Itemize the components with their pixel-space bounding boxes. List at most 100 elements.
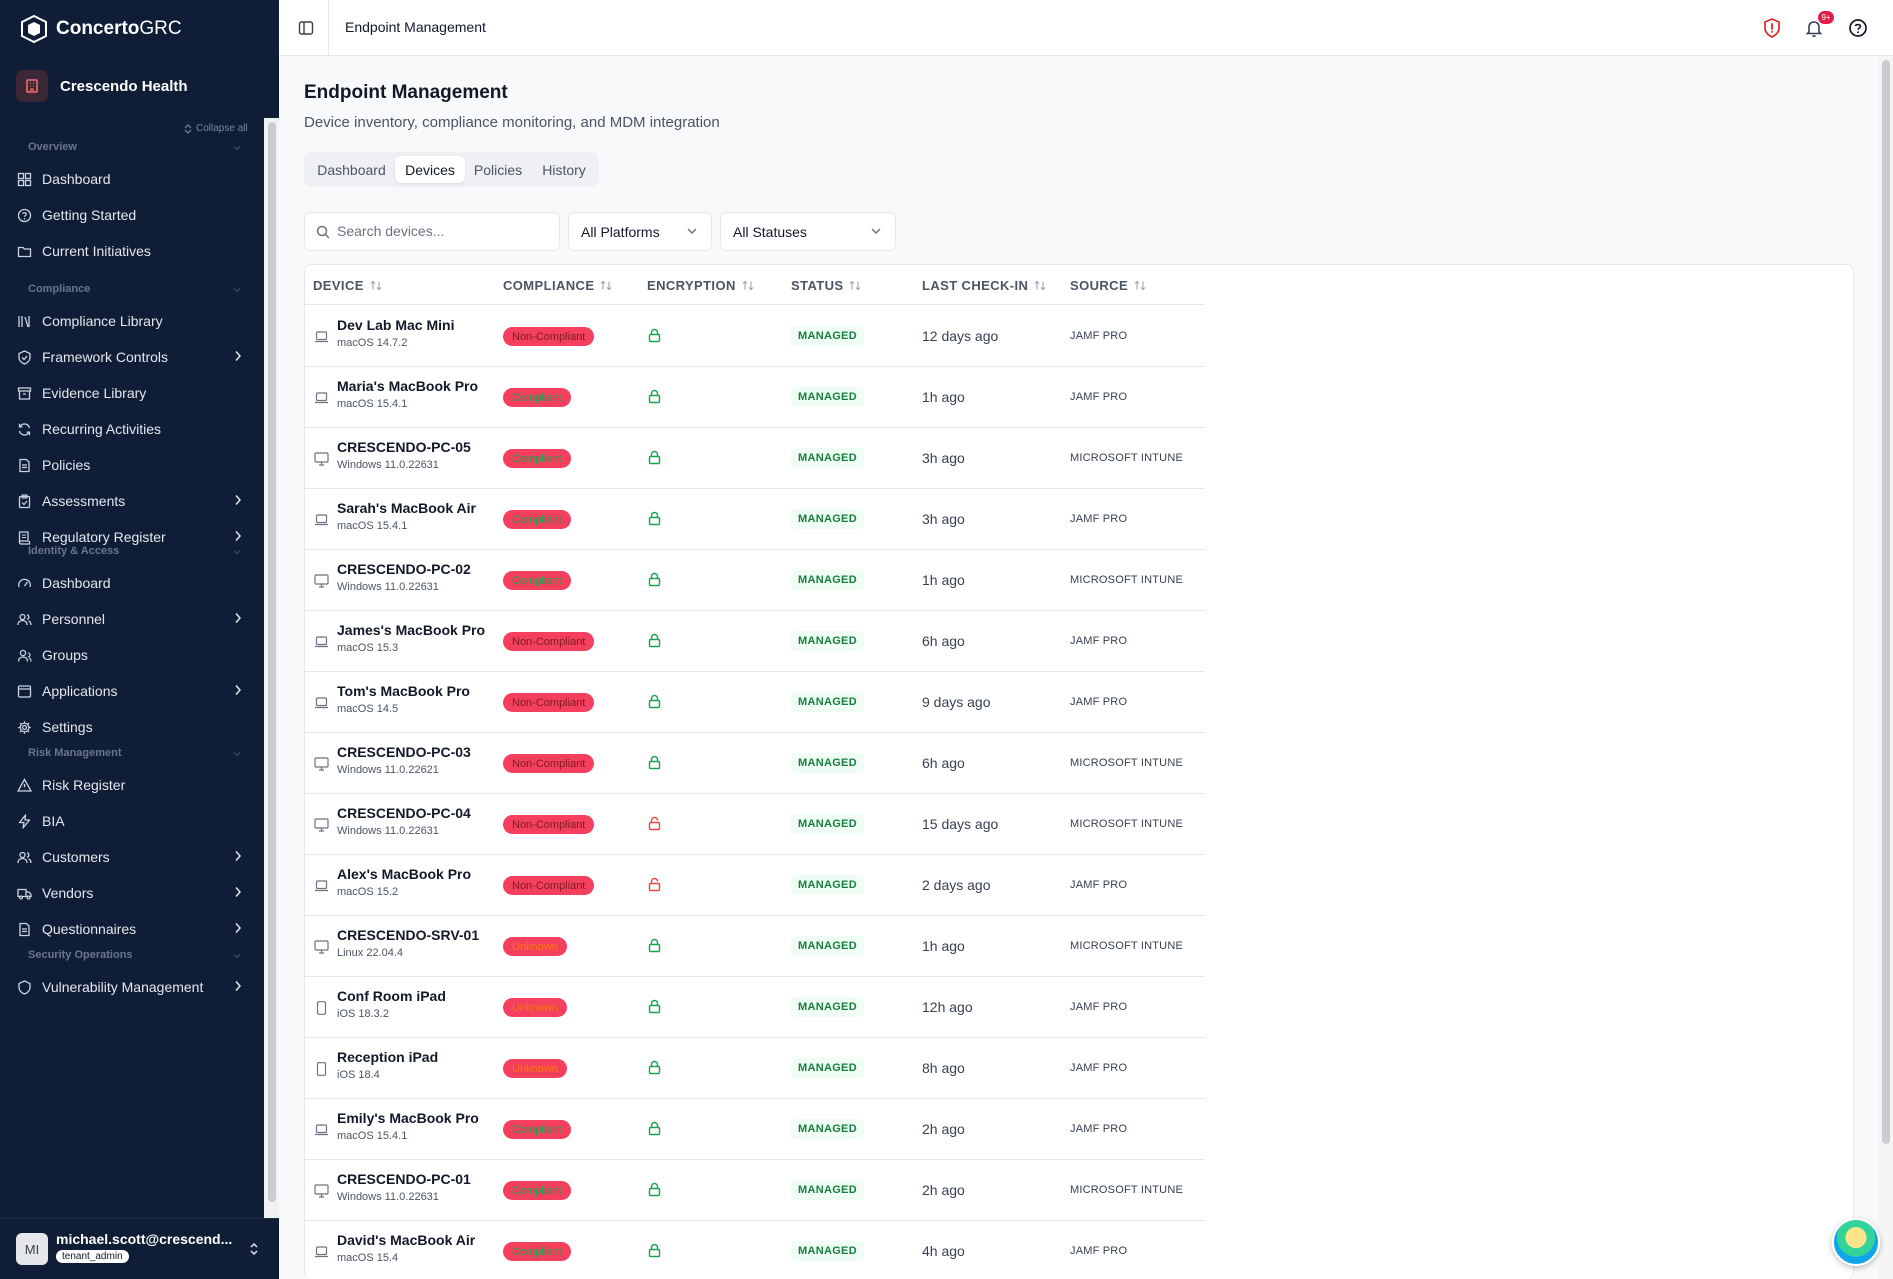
chevron-down-icon[interactable] xyxy=(232,951,242,961)
sidebar-item-recurring-activities[interactable]: Recurring Activities xyxy=(16,414,248,444)
sidebar-item-customers[interactable]: Customers xyxy=(16,842,248,872)
sort-arrows-icon xyxy=(1134,280,1146,291)
sidebar-section-compliance[interactable]: Compliance xyxy=(28,283,91,295)
platform-select[interactable]: All Platforms xyxy=(568,212,712,251)
status-badge: MANAGED xyxy=(791,692,864,712)
sidebar-item-compliance-library[interactable]: Compliance Library xyxy=(16,306,248,336)
collapse-all-button[interactable]: Collapse all xyxy=(184,123,248,134)
chevron-down-icon[interactable] xyxy=(232,143,242,153)
column-header-encryption[interactable]: ENCRYPTION xyxy=(647,278,754,293)
device-name[interactable]: David's MacBook Air xyxy=(337,1232,476,1248)
concerto-logo-icon xyxy=(21,14,47,44)
org-switcher[interactable]: Crescendo Health xyxy=(16,70,188,102)
sidebar-item-framework-controls[interactable]: Framework Controls xyxy=(16,342,248,372)
device-name[interactable]: CRESCENDO-PC-05 xyxy=(337,439,471,455)
device-name[interactable]: Tom's MacBook Pro xyxy=(337,683,470,699)
main-scrollbar-thumb[interactable] xyxy=(1882,60,1890,1144)
sidebar-toggle-icon[interactable] xyxy=(298,20,314,36)
search-input[interactable] xyxy=(337,223,547,239)
device-name[interactable]: Reception iPad xyxy=(337,1049,439,1065)
tab-policies[interactable]: Policies xyxy=(473,161,523,178)
sidebar-item-personnel[interactable]: Personnel xyxy=(16,604,248,634)
help-circle-icon[interactable] xyxy=(1848,18,1868,38)
sidebar-item-evidence-library[interactable]: Evidence Library xyxy=(16,378,248,408)
column-header-last-check-in[interactable]: LAST CHECK-IN xyxy=(922,278,1046,293)
status-select[interactable]: All Statuses xyxy=(720,212,896,251)
chevron-down-icon[interactable] xyxy=(232,285,242,295)
column-header-device[interactable]: DEVICE xyxy=(313,278,382,293)
table-row[interactable]: Sarah's MacBook Air macOS 15.4.1 Complia… xyxy=(305,489,1205,550)
bell-icon[interactable] xyxy=(1805,18,1823,38)
device-name[interactable]: CRESCENDO-PC-02 xyxy=(337,561,471,577)
chevron-down-icon[interactable] xyxy=(232,749,242,759)
device-name[interactable]: Alex's MacBook Pro xyxy=(337,866,472,882)
sidebar-item-assessments[interactable]: Assessments xyxy=(16,486,248,516)
device-name[interactable]: CRESCENDO-PC-01 xyxy=(337,1171,471,1187)
sidebar-item-groups[interactable]: Groups xyxy=(16,640,248,670)
page-title: Endpoint Management xyxy=(304,82,508,103)
device-name[interactable]: Sarah's MacBook Air xyxy=(337,500,476,516)
table-row[interactable]: Dev Lab Mac Mini macOS 14.7.2 Non-Compli… xyxy=(305,306,1205,367)
shield-alert-icon[interactable] xyxy=(1763,18,1781,38)
device-name[interactable]: CRESCENDO-PC-03 xyxy=(337,744,471,760)
sidebar-section-overview[interactable]: Overview xyxy=(28,141,77,153)
table-row[interactable]: CRESCENDO-PC-03 Windows 11.0.22621 Non-C… xyxy=(305,733,1205,794)
sidebar-item-risk-register[interactable]: Risk Register xyxy=(16,770,248,800)
table-row[interactable]: Maria's MacBook Pro macOS 15.4.1 Complia… xyxy=(305,367,1205,428)
device-name[interactable]: Conf Room iPad xyxy=(337,988,446,1004)
table-row[interactable]: CRESCENDO-SRV-01 Linux 22.04.4 Unknown M… xyxy=(305,916,1205,977)
sidebar-item-label: Settings xyxy=(42,719,93,735)
sidebar-item-label: Dashboard xyxy=(42,575,111,591)
column-header-source[interactable]: SOURCE xyxy=(1070,278,1146,293)
sidebar-item-vulnerability-management[interactable]: Vulnerability Management xyxy=(16,972,248,1002)
table-row[interactable]: Tom's MacBook Pro macOS 14.5 Non-Complia… xyxy=(305,672,1205,733)
sidebar-item-getting-started[interactable]: Getting Started xyxy=(16,200,248,230)
device-name[interactable]: CRESCENDO-SRV-01 xyxy=(337,927,480,943)
table-row[interactable]: James's MacBook Pro macOS 15.3 Non-Compl… xyxy=(305,611,1205,672)
table-row[interactable]: Emily's MacBook Pro macOS 15.4.1 Complia… xyxy=(305,1099,1205,1160)
table-row[interactable]: CRESCENDO-PC-05 Windows 11.0.22631 Compl… xyxy=(305,428,1205,489)
sidebar-item-applications[interactable]: Applications xyxy=(16,676,248,706)
table-row[interactable]: Reception iPad iOS 18.4 Unknown MANAGED … xyxy=(305,1038,1205,1099)
sidebar-item-dashboard[interactable]: Dashboard xyxy=(16,164,248,194)
sort-arrows-icon xyxy=(370,280,382,291)
sidebar-section-risk-management[interactable]: Risk Management xyxy=(28,747,122,759)
assistant-avatar[interactable] xyxy=(1832,1218,1880,1266)
device-name[interactable]: Maria's MacBook Pro xyxy=(337,378,479,394)
device-name[interactable]: Emily's MacBook Pro xyxy=(337,1110,479,1126)
column-header-status[interactable]: STATUS xyxy=(791,278,861,293)
folder-icon xyxy=(16,243,32,259)
monitor-icon xyxy=(314,574,329,588)
sidebar-item-dashboard[interactable]: Dashboard xyxy=(16,568,248,598)
sidebar-item-regulatory-register[interactable]: Regulatory Register xyxy=(16,522,248,552)
sort-arrows-icon xyxy=(742,280,754,291)
sidebar-section-security-operations[interactable]: Security Operations xyxy=(28,949,133,961)
table-row[interactable]: CRESCENDO-PC-01 Windows 11.0.22631 Compl… xyxy=(305,1160,1205,1221)
chevron-down-icon[interactable] xyxy=(232,547,242,557)
app-logo[interactable]: ConcertoGRC xyxy=(20,14,182,44)
column-header-compliance[interactable]: COMPLIANCE xyxy=(503,278,612,293)
tab-dashboard[interactable]: Dashboard xyxy=(317,161,386,178)
sidebar-item-vendors[interactable]: Vendors xyxy=(16,878,248,908)
sidebar-scrollbar-thumb[interactable] xyxy=(268,122,276,1202)
tab-history[interactable]: History xyxy=(542,161,586,178)
device-os: Windows 11.0.22631 xyxy=(337,825,439,837)
tab-devices[interactable]: Devices xyxy=(395,156,465,183)
table-row[interactable]: Conf Room iPad iOS 18.3.2 Unknown MANAGE… xyxy=(305,977,1205,1038)
device-name[interactable]: Dev Lab Mac Mini xyxy=(337,317,455,333)
table-row[interactable]: David's MacBook Air macOS 15.4 Compliant… xyxy=(305,1221,1205,1279)
sidebar-item-bia[interactable]: BIA xyxy=(16,806,248,836)
device-name[interactable]: CRESCENDO-PC-04 xyxy=(337,805,471,821)
table-row[interactable]: Alex's MacBook Pro macOS 15.2 Non-Compli… xyxy=(305,855,1205,916)
table-row[interactable]: CRESCENDO-PC-02 Windows 11.0.22631 Compl… xyxy=(305,550,1205,611)
lock-icon xyxy=(648,450,661,465)
search-box xyxy=(304,212,560,251)
device-name[interactable]: James's MacBook Pro xyxy=(337,622,486,638)
sidebar-section-identity-access[interactable]: Identity & Access xyxy=(28,545,120,557)
user-menu[interactable]: MI michael.scott@crescend... tenant_admi… xyxy=(0,1218,279,1279)
sidebar-item-policies[interactable]: Policies xyxy=(16,450,248,480)
sidebar-item-questionnaires[interactable]: Questionnaires xyxy=(16,914,248,944)
sidebar-item-settings[interactable]: Settings xyxy=(16,712,248,742)
table-row[interactable]: CRESCENDO-PC-04 Windows 11.0.22631 Non-C… xyxy=(305,794,1205,855)
sidebar-item-current-initiatives[interactable]: Current Initiatives xyxy=(16,236,248,266)
